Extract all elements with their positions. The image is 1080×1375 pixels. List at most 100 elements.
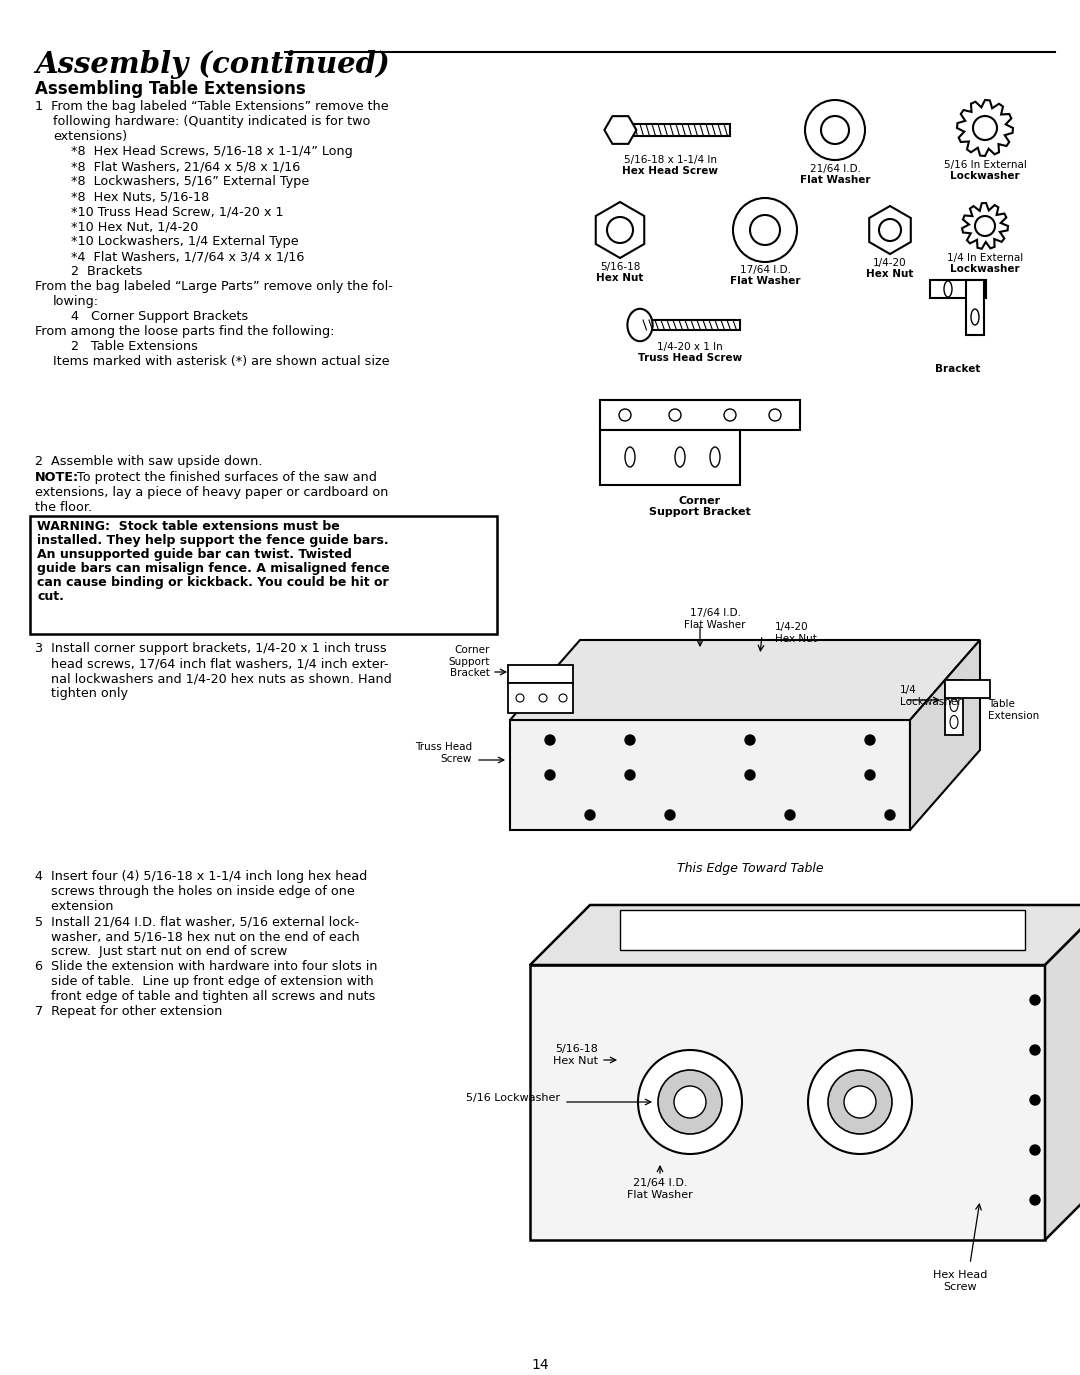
Circle shape [808, 1050, 912, 1154]
Text: 5/16-18
Hex Nut: 5/16-18 Hex Nut [553, 1044, 598, 1066]
Circle shape [545, 770, 555, 780]
Text: 2  Brackets: 2 Brackets [71, 265, 143, 278]
Circle shape [585, 810, 595, 820]
Circle shape [785, 810, 795, 820]
Text: *8  Lockwashers, 5/16” External Type: *8 Lockwashers, 5/16” External Type [71, 175, 309, 188]
Text: 1/4-20: 1/4-20 [874, 258, 907, 268]
Text: From the bag labeled “Large Parts” remove only the fol-: From the bag labeled “Large Parts” remov… [35, 280, 393, 293]
Text: 21/64 I.D.
Flat Washer: 21/64 I.D. Flat Washer [627, 1178, 693, 1199]
Circle shape [973, 116, 997, 140]
Text: Hex Head Screw: Hex Head Screw [622, 166, 718, 176]
Text: 4  Insert four (4) 5/16-18 x 1-1/4 inch long hex head: 4 Insert four (4) 5/16-18 x 1-1/4 inch l… [35, 870, 367, 883]
Ellipse shape [971, 309, 978, 324]
Circle shape [843, 1086, 876, 1118]
Polygon shape [530, 905, 1080, 965]
Text: Corner
Support
Bracket: Corner Support Bracket [448, 645, 490, 678]
Circle shape [658, 1070, 723, 1134]
Ellipse shape [950, 715, 958, 729]
Text: washer, and 5/16-18 hex nut on the end of each: washer, and 5/16-18 hex nut on the end o… [35, 930, 360, 943]
Text: Bracket: Bracket [935, 364, 981, 374]
Text: From among the loose parts find the following:: From among the loose parts find the foll… [35, 324, 335, 338]
Circle shape [625, 736, 635, 745]
Circle shape [1030, 1094, 1040, 1106]
Text: 1/4
Lockwasher: 1/4 Lockwasher [900, 685, 961, 707]
Ellipse shape [733, 198, 797, 263]
Text: 1/4 In External: 1/4 In External [947, 253, 1023, 263]
Text: WARNING:  Stock table extensions must be: WARNING: Stock table extensions must be [37, 520, 340, 534]
Text: 17/64 I.D.: 17/64 I.D. [740, 265, 791, 275]
Polygon shape [869, 206, 910, 254]
Text: screws through the holes on inside edge of one: screws through the holes on inside edge … [35, 886, 354, 898]
Circle shape [516, 694, 524, 703]
Text: *10 Hex Nut, 1/4-20: *10 Hex Nut, 1/4-20 [71, 220, 199, 232]
Text: screw.  Just start nut on end of screw: screw. Just start nut on end of screw [35, 945, 287, 958]
Circle shape [885, 810, 895, 820]
Circle shape [828, 1070, 892, 1134]
Text: *8  Hex Nuts, 5/16-18: *8 Hex Nuts, 5/16-18 [71, 190, 210, 204]
Text: This Edge Toward Table: This Edge Toward Table [677, 862, 823, 874]
Text: 3  Install corner support brackets, 1/4-20 x 1 inch truss: 3 Install corner support brackets, 1/4-2… [35, 642, 387, 654]
Text: front edge of table and tighten all screws and nuts: front edge of table and tighten all scre… [35, 990, 376, 1002]
Circle shape [559, 694, 567, 703]
Text: 5/16 In External: 5/16 In External [944, 160, 1026, 170]
Ellipse shape [821, 116, 849, 144]
Bar [630, 124, 730, 136]
Polygon shape [510, 720, 910, 830]
Text: 17/64 I.D.
Flat Washer: 17/64 I.D. Flat Washer [685, 608, 746, 630]
Ellipse shape [805, 100, 865, 160]
Text: Hex Nut: Hex Nut [866, 270, 914, 279]
Circle shape [1030, 1145, 1040, 1155]
Circle shape [1030, 996, 1040, 1005]
Bar [945, 681, 963, 736]
Circle shape [619, 408, 631, 421]
Text: An unsupported guide bar can twist. Twisted: An unsupported guide bar can twist. Twis… [37, 549, 352, 561]
Text: Assembly (continued): Assembly (continued) [35, 49, 390, 78]
Text: Truss Head
Screw: Truss Head Screw [415, 742, 472, 763]
Bar [30, 516, 497, 634]
Text: head screws, 17/64 inch flat washers, 1/4 inch exter-: head screws, 17/64 inch flat washers, 1/… [35, 657, 389, 670]
Bar [600, 400, 800, 430]
Circle shape [625, 770, 635, 780]
Text: 5/16-18: 5/16-18 [599, 263, 640, 272]
Bar [600, 430, 740, 485]
Text: side of table.  Line up front edge of extension with: side of table. Line up front edge of ext… [35, 975, 374, 989]
Bar [508, 666, 573, 683]
Text: Lockwasher: Lockwasher [950, 264, 1020, 274]
Bar [640, 320, 740, 330]
Text: cut.: cut. [37, 590, 64, 604]
Ellipse shape [710, 447, 720, 468]
Text: To protect the finished surfaces of the saw and: To protect the finished surfaces of the … [77, 472, 377, 484]
Text: 7  Repeat for other extension: 7 Repeat for other extension [35, 1005, 222, 1018]
Text: can cause binding or kickback. You could be hit or: can cause binding or kickback. You could… [37, 576, 389, 588]
Bar [945, 681, 990, 698]
Text: 5/16 Lockwasher: 5/16 Lockwasher [465, 1093, 561, 1103]
Text: lowing:: lowing: [53, 296, 99, 308]
Text: Support Bracket: Support Bracket [649, 507, 751, 517]
Ellipse shape [944, 280, 951, 297]
Bar [930, 280, 986, 298]
Text: Assembling Table Extensions: Assembling Table Extensions [35, 80, 306, 98]
Circle shape [745, 736, 755, 745]
Circle shape [879, 219, 901, 241]
Text: Hex Nut: Hex Nut [596, 274, 644, 283]
Ellipse shape [675, 447, 685, 468]
Polygon shape [1045, 905, 1080, 1240]
Text: 6  Slide the extension with hardware into four slots in: 6 Slide the extension with hardware into… [35, 960, 378, 973]
Ellipse shape [625, 447, 635, 468]
Text: tighten only: tighten only [35, 688, 129, 700]
Text: guide bars can misalign fence. A misaligned fence: guide bars can misalign fence. A misalig… [37, 562, 390, 575]
Text: 21/64 I.D.: 21/64 I.D. [810, 164, 861, 175]
Polygon shape [910, 639, 980, 830]
Text: Hex Head
Screw: Hex Head Screw [933, 1270, 987, 1291]
Polygon shape [596, 202, 645, 258]
Text: 4   Corner Support Brackets: 4 Corner Support Brackets [71, 309, 248, 323]
Text: nal lockwashers and 1/4-20 hex nuts as shown. Hand: nal lockwashers and 1/4-20 hex nuts as s… [35, 672, 392, 685]
Text: 1/4-20 x 1 In: 1/4-20 x 1 In [657, 342, 723, 352]
Ellipse shape [950, 698, 958, 711]
Bar [508, 683, 573, 714]
Circle shape [1030, 1045, 1040, 1055]
Polygon shape [962, 204, 1008, 249]
Text: 5  Install 21/64 I.D. flat washer, 5/16 external lock-: 5 Install 21/64 I.D. flat washer, 5/16 e… [35, 914, 360, 928]
Polygon shape [957, 100, 1013, 155]
Circle shape [865, 770, 875, 780]
